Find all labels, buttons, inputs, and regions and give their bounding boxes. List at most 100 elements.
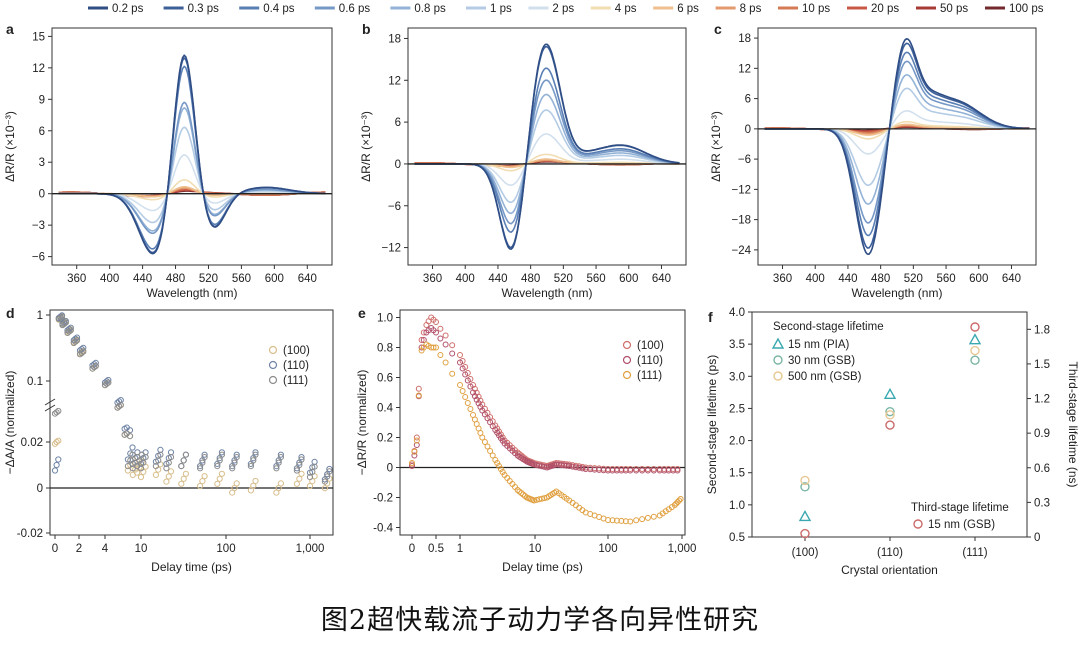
data-point xyxy=(57,314,64,321)
data-point xyxy=(609,467,616,474)
data-point xyxy=(321,485,328,492)
legend-marker xyxy=(773,371,783,381)
y-tick-label: 1.0 xyxy=(377,313,393,325)
legend-label: (100) xyxy=(637,340,664,352)
panel-b: b 360 400 440 480 520 560 600 640 −12 −6 0 6 12 18 Wave… xyxy=(359,21,687,300)
data-point xyxy=(411,452,418,459)
data-point xyxy=(415,385,422,392)
x-tick-label: 440 xyxy=(838,273,857,285)
panel-f: f (100) (110) (111) 0.5 1.0 1.5 2.0 2.5 3.0 3.5 4.0… xyxy=(705,307,1080,577)
x-tick-label: 600 xyxy=(265,273,284,285)
data-point xyxy=(430,344,437,351)
y-tick-label-left: 1.0 xyxy=(729,500,745,512)
legend-label-10: 10 ps xyxy=(802,3,830,15)
data-point xyxy=(670,467,677,474)
x-tick-label: 520 xyxy=(904,273,923,285)
y-tick-label: 12 xyxy=(388,75,401,87)
axis-break xyxy=(44,398,56,412)
data-point xyxy=(409,463,415,469)
y-tick-label: 0.1 xyxy=(27,376,43,388)
x-tick-label: 4 xyxy=(102,543,109,555)
legend-marker xyxy=(771,337,785,349)
legend-label-2: 0.4 ps xyxy=(263,3,295,15)
legend-label: 15 nm (GSB) xyxy=(928,519,995,531)
data-point xyxy=(326,465,333,473)
data-point xyxy=(627,467,634,474)
figure: 0.2 ps 0.3 ps 0.4 ps 0.6 ps 0.8 ps 1 ps 2 ps 4 … xyxy=(3,3,1080,577)
data-point xyxy=(576,464,583,471)
y-axis-label-left: Second-stage lifetime (ps) xyxy=(705,355,719,494)
legend-marker xyxy=(622,355,632,365)
y-tick-label-left: 1.5 xyxy=(729,468,745,480)
x-tick-label: 560 xyxy=(586,273,605,285)
data-point xyxy=(127,457,134,464)
data-point xyxy=(91,364,98,371)
spectrum-curve-0-2-ps xyxy=(58,54,326,255)
y-tick-label: −3 xyxy=(32,220,45,232)
data-point xyxy=(231,459,238,466)
x-tick-label: 560 xyxy=(232,273,251,285)
data-point xyxy=(449,350,456,357)
data-point xyxy=(885,410,895,420)
y-axis-label: ΔR/R (×10⁻³) xyxy=(3,111,17,182)
data-point xyxy=(124,467,132,474)
data-point xyxy=(123,424,130,431)
data-point xyxy=(66,328,73,335)
x-tick-label: 1 xyxy=(457,543,463,555)
data-point xyxy=(293,467,300,474)
data-point xyxy=(123,430,130,437)
data-point xyxy=(277,451,284,458)
data-point xyxy=(252,477,259,485)
data-point xyxy=(437,335,444,342)
data-point xyxy=(457,382,463,388)
y-tick-label: 12 xyxy=(32,63,45,75)
data-point xyxy=(298,454,305,461)
data-point xyxy=(273,465,280,472)
x-tick-label: 1,000 xyxy=(668,543,697,555)
data-point xyxy=(674,467,681,474)
data-point xyxy=(178,480,185,487)
data-point xyxy=(296,461,303,469)
y-tick-label: −24 xyxy=(731,245,751,257)
data-point xyxy=(214,480,221,487)
data-point xyxy=(66,325,73,333)
y-tick-label-right: 0.6 xyxy=(1034,463,1050,475)
y-tick-label: 9 xyxy=(39,94,45,106)
spectrum-curve-1-ps xyxy=(764,87,1030,186)
x-axis-label: Delay time (ps) xyxy=(151,560,232,574)
panel-c: c 360 400 440 480 520 560 600 640 −24 −18 −12 −6 0 6 12… xyxy=(709,21,1037,300)
x-axis-label: Wavelength (nm) xyxy=(147,286,238,300)
x-tick-label: 0.5 xyxy=(428,543,444,555)
panel-d: d 0 2 4 10 100 1,000 -0.02 0 0.02 0.1 1 Delay time (… xyxy=(3,305,334,574)
data-point xyxy=(415,392,422,399)
data-point xyxy=(55,437,62,444)
legend-label: 15 nm (PIA) xyxy=(788,339,850,351)
data-point xyxy=(457,359,463,366)
data-point xyxy=(324,473,331,480)
data-point xyxy=(178,463,185,470)
x-tick-label: 0 xyxy=(52,543,58,555)
y-tick-label: 1 xyxy=(37,310,43,322)
data-point xyxy=(418,337,425,343)
x-tick-label: 640 xyxy=(298,273,317,285)
data-point xyxy=(467,383,474,390)
data-point xyxy=(569,463,576,470)
data-point xyxy=(252,451,259,458)
x-tick-label: 360 xyxy=(773,273,792,285)
data-point xyxy=(411,448,418,455)
data-point xyxy=(970,322,980,332)
data-point xyxy=(644,467,651,474)
data-point xyxy=(462,371,469,378)
x-tick-label: 480 xyxy=(521,273,540,285)
x-tick-label: 400 xyxy=(100,273,119,285)
data-point xyxy=(798,509,812,522)
x-tick-label: 400 xyxy=(456,273,475,285)
data-point xyxy=(163,465,170,472)
data-point xyxy=(117,402,124,409)
data-point xyxy=(165,459,172,466)
data-point xyxy=(449,370,456,377)
plot-frame xyxy=(407,27,687,266)
data-point xyxy=(459,388,466,394)
x-tick-label: 600 xyxy=(619,273,638,285)
series-30 nm (GSB) xyxy=(800,355,980,492)
